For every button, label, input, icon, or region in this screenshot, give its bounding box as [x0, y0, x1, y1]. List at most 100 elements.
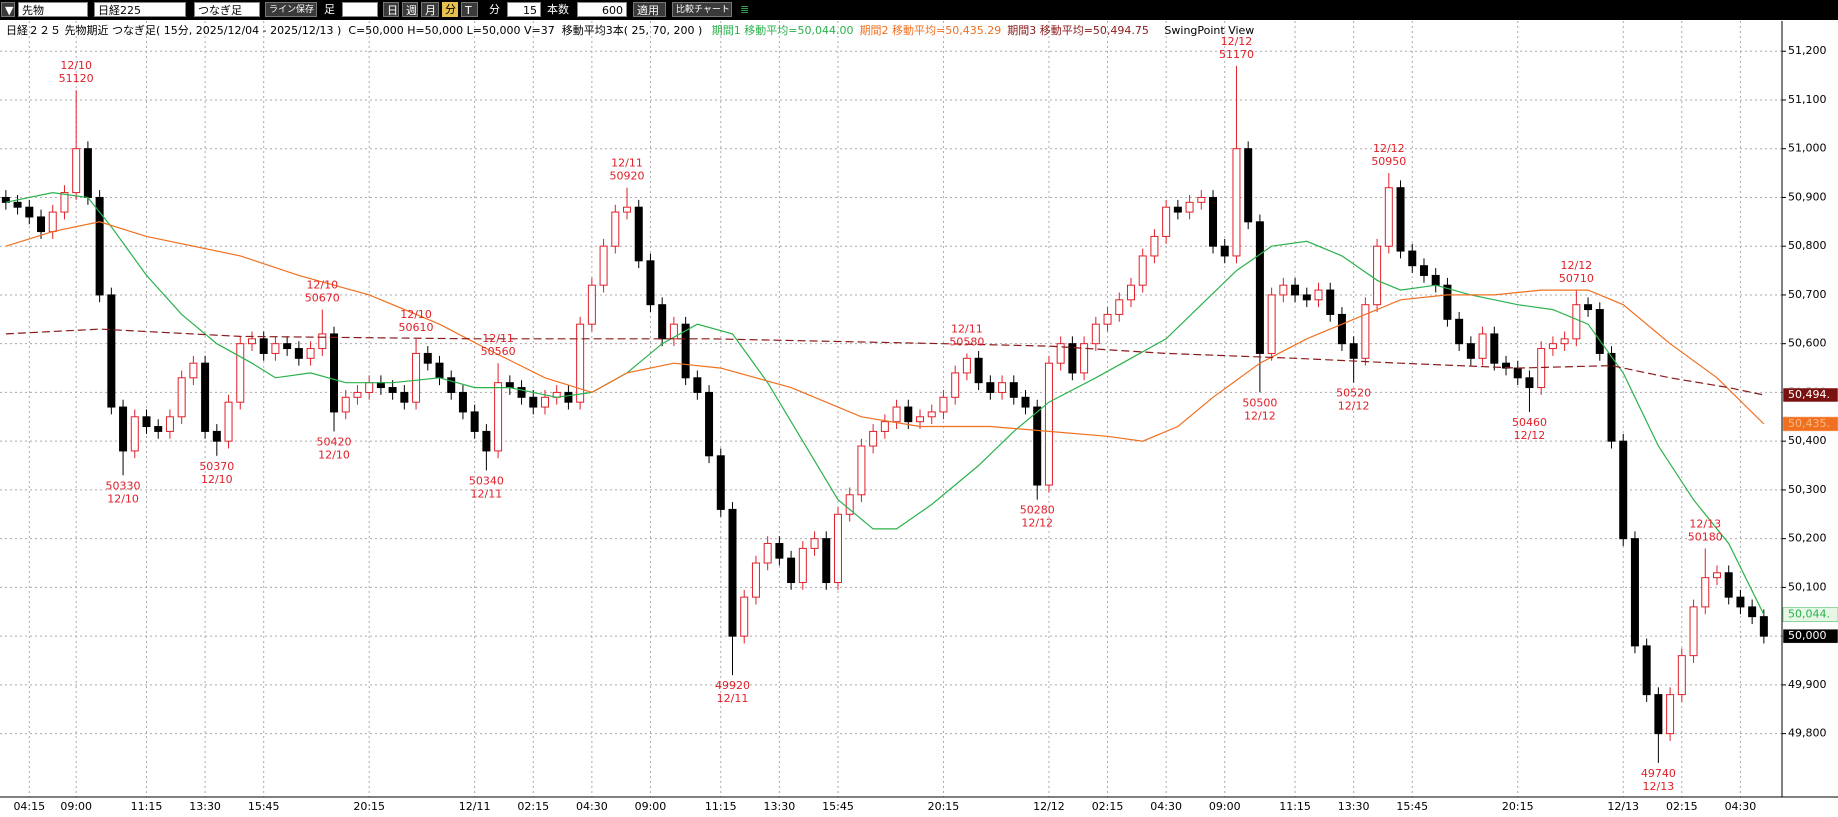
candle-body [904, 406, 913, 423]
candle-body [1291, 284, 1300, 296]
candle-body [1162, 206, 1171, 237]
swing-date: 12/11 [482, 332, 514, 345]
candle-body [1748, 606, 1757, 618]
candle-body [1150, 235, 1159, 257]
candle-body [95, 196, 104, 296]
candle-body [845, 494, 854, 515]
candle-body [259, 338, 268, 354]
day-button[interactable]: 日 [383, 2, 399, 17]
candle-body [857, 445, 866, 496]
candle-body [599, 245, 608, 286]
candle-body [505, 382, 514, 389]
candle-body [681, 323, 690, 379]
candle-body [1759, 616, 1768, 637]
x-tick-label: 20:15 [353, 800, 385, 813]
swing-date: 12/10 [107, 492, 139, 505]
x-tick-label: 11:15 [131, 800, 163, 813]
candle-body [154, 426, 163, 432]
candle-body [869, 430, 878, 447]
candle-body [1408, 250, 1417, 267]
candle-body [1314, 289, 1323, 301]
candle-body [1185, 201, 1194, 213]
save-button[interactable]: ライン保存 [265, 2, 317, 17]
candle-body [1431, 274, 1440, 286]
swing-price: 50610 [399, 321, 434, 334]
candle-body [916, 416, 925, 423]
price-marker [1782, 607, 1838, 622]
bar-label: 足 [324, 3, 335, 16]
legend-entry: 期間1 移動平均=50,044.00 [711, 24, 854, 37]
x-tick-label: 04:15 [13, 800, 45, 813]
chart-title: 日経２２５ 先物期近 つなぎ足( 15分, 2025/12/04 - 2025/… [6, 24, 703, 37]
swing-price: 50280 [1020, 504, 1055, 517]
candle-body [60, 192, 69, 213]
candle-body [341, 396, 350, 413]
candle-body [1068, 343, 1077, 374]
apply-button[interactable]: 適用 [633, 2, 666, 17]
swing-price: 49740 [1641, 767, 1676, 780]
candle-body [365, 382, 374, 393]
month-button[interactable]: 月 [421, 2, 439, 17]
candle-body [646, 260, 655, 306]
compare-button[interactable]: 比較チャート [672, 2, 732, 17]
swing-price: 50330 [106, 479, 141, 492]
symbol-select[interactable]: 日経225 [94, 2, 186, 17]
candle-body [529, 396, 538, 408]
candle-body [447, 377, 456, 393]
swing-price: 50180 [1688, 530, 1723, 543]
ma-line [5, 221, 1765, 442]
y-tick-label: 49,900 [1788, 678, 1827, 691]
swing-price: 50580 [949, 335, 984, 348]
candle-body [1595, 309, 1604, 354]
candle-body [716, 455, 725, 510]
candle-body [623, 206, 632, 213]
candle-body [634, 206, 643, 262]
candle-body [1009, 382, 1018, 398]
candle-body [892, 406, 901, 423]
candle-body [951, 372, 960, 398]
swing-date: 12/12 [1338, 400, 1370, 413]
chart-subtitle: SwingPoint View [1164, 24, 1255, 37]
price-marker-label: 50,000 [1788, 629, 1827, 642]
week-button[interactable]: 週 [402, 2, 418, 17]
x-tick-label: 04:30 [1725, 800, 1757, 813]
menu-button[interactable]: ▼ [1, 2, 15, 17]
market-select[interactable]: 先物 [18, 2, 88, 17]
candle-body [37, 216, 46, 233]
legend-entry: 期間3 移動平均=50,494.75 [1007, 24, 1149, 37]
minute-button[interactable]: 分 [442, 2, 458, 17]
x-tick-label: 11:15 [1279, 800, 1311, 813]
candle-body [1701, 577, 1710, 608]
candle-body [1021, 396, 1030, 408]
mode-select[interactable]: つなぎ足 [194, 2, 260, 17]
swing-date: 12/12 [1244, 409, 1276, 422]
candle-body [142, 416, 151, 428]
swing-price: 50500 [1242, 396, 1277, 409]
y-tick-label: 50,200 [1788, 532, 1827, 545]
swing-price: 50560 [481, 345, 516, 358]
settings-icon[interactable]: ≣ [740, 3, 750, 16]
bar-input[interactable] [342, 2, 378, 17]
candle-body [833, 513, 842, 584]
candle-body [376, 382, 385, 389]
candle-body [1080, 343, 1089, 374]
candle-body [1724, 572, 1733, 598]
toolbar: ▼ 先物 日経225 つなぎ足 ライン保存 足 日 週 月 分 T 分 15 本… [0, 0, 1838, 20]
candle-body [1220, 245, 1229, 257]
candle-body [1478, 333, 1487, 359]
candle-body [927, 411, 936, 418]
count-input[interactable]: 600 [577, 2, 627, 17]
swing-date: 12/10 [318, 448, 350, 461]
candle-body [212, 430, 221, 442]
swing-price: 50950 [1371, 155, 1406, 168]
candle-body [1666, 694, 1675, 735]
x-tick-label: 04:30 [1150, 800, 1182, 813]
x-tick-label: 13:30 [189, 800, 221, 813]
interval-input[interactable]: 15 [507, 2, 541, 17]
y-tick-label: 51,200 [1788, 44, 1827, 57]
x-tick-label: 12/11 [459, 800, 491, 813]
candle-body [1173, 206, 1182, 213]
tick-button[interactable]: T [461, 2, 478, 17]
swing-date: 12/12 [1373, 142, 1405, 155]
candle-body [1712, 572, 1721, 579]
